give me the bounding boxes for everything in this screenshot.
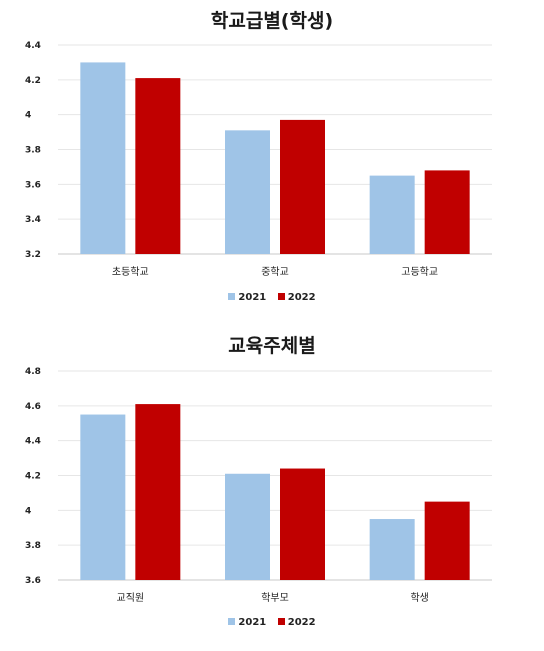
y-tick-label: 4.4 <box>25 41 41 51</box>
chart-school-level: 학교급별(학생) 3.2 3.4 3.6 3.8 4 4.2 4.4 초등학교 중학교 고등학교 … <box>0 0 544 315</box>
bar-2022-2 <box>424 501 470 580</box>
x-tick-label: 중학교 <box>261 266 289 278</box>
legend-label: 2022 <box>287 292 316 303</box>
y-tick-label: 4.2 <box>25 76 41 86</box>
bar-2022-1 <box>280 119 325 255</box>
y-tick-label: 4 <box>25 506 31 516</box>
legend-swatch-2021 <box>228 617 236 625</box>
y-tick-label: 4.2 <box>25 472 41 482</box>
y-tick-label: 3.8 <box>25 541 41 551</box>
bar-2021-0 <box>80 414 126 580</box>
y-tick-label: 3.2 <box>25 250 41 260</box>
chart-title: 학교급별(학생) <box>210 10 334 32</box>
x-tick-label: 학생 <box>410 592 428 604</box>
x-tick-label: 학부모 <box>261 592 289 604</box>
y-tick-label: 4.4 <box>25 437 41 447</box>
bar-2022-0 <box>135 404 181 580</box>
y-tick-label: 3.4 <box>25 215 41 225</box>
bar-2022-2 <box>424 170 470 254</box>
y-tick-label: 4 <box>25 111 31 121</box>
legend-swatch-2022 <box>277 292 285 300</box>
chart-plot-area: 3.6 3.8 4 4.2 4.4 4.6 4.8 교직원 학부모 학생 <box>25 367 492 604</box>
y-tick-label: 3.6 <box>25 180 41 190</box>
chart-legend: 2021 2022 <box>0 292 544 303</box>
bar-2021-2 <box>369 175 415 254</box>
bar-2022-0 <box>135 78 181 254</box>
legend-item-2022: 2022 <box>277 292 316 303</box>
bar-2021-0 <box>80 62 126 255</box>
legend-label: 2021 <box>238 292 267 303</box>
x-tick-label: 고등학교 <box>401 266 438 278</box>
y-tick-label: 4.6 <box>25 402 41 412</box>
legend-item-2021: 2021 <box>228 292 266 303</box>
bar-2021-2 <box>369 519 415 580</box>
legend-swatch-2022 <box>277 617 285 625</box>
chart-title: 교육주체별 <box>228 335 316 357</box>
legend-item-2022: 2022 <box>277 617 316 628</box>
x-tick-label: 교직원 <box>117 592 145 604</box>
x-tick-label: 초등학교 <box>112 266 149 278</box>
bar-2022-1 <box>280 468 325 580</box>
y-tick-label: 3.8 <box>25 146 41 156</box>
chart-education-subject: 교육주체별 3.6 3.8 4 4.2 4.4 4.6 4.8 교직원 학부모 학생 2021 2… <box>0 325 544 645</box>
y-tick-label: 4.8 <box>25 367 41 377</box>
legend-swatch-2021 <box>228 292 236 300</box>
y-tick-label: 3.6 <box>25 576 41 586</box>
chart-legend: 2021 2022 <box>0 617 544 628</box>
bar-2021-1 <box>225 473 270 580</box>
chart-plot-area: 3.2 3.4 3.6 3.8 4 4.2 4.4 초등학교 중학교 고등학교 <box>25 41 492 278</box>
legend-label: 2022 <box>287 617 316 628</box>
legend-item-2021: 2021 <box>228 617 266 628</box>
bar-2021-1 <box>225 130 270 254</box>
legend-label: 2021 <box>238 617 267 628</box>
